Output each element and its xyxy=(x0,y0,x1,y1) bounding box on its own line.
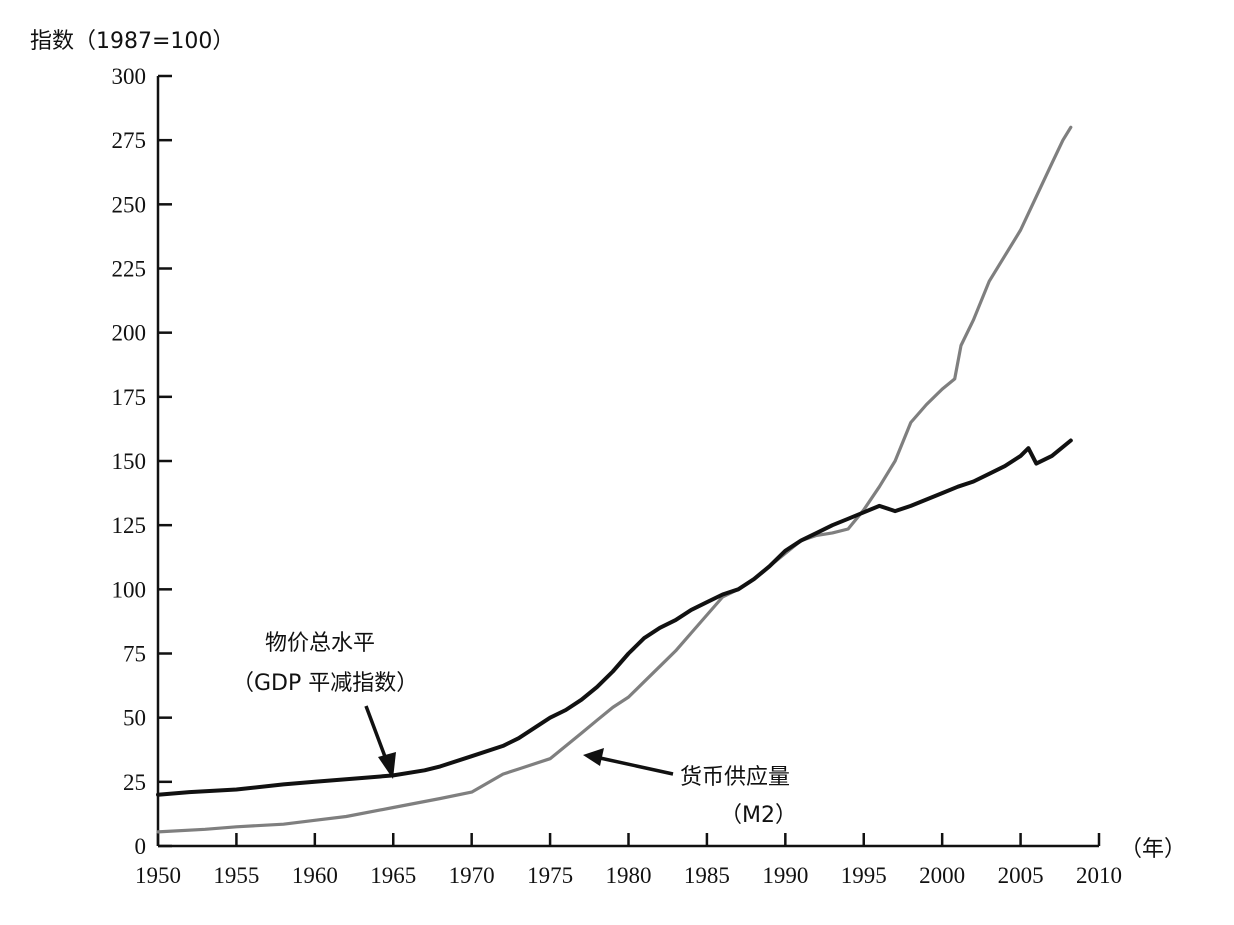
x-tick-label: 1950 xyxy=(135,863,181,888)
m2-label-line1: 货币供应量 xyxy=(680,765,790,790)
x-tick-label: 1955 xyxy=(213,863,259,888)
x-tick-label: 1995 xyxy=(841,863,887,888)
gdp-annotation-arrow xyxy=(364,705,396,779)
x-tick-label: 1975 xyxy=(527,863,573,888)
y-tick-label: 275 xyxy=(112,128,147,153)
y-axis-title: 指数（1987=100） xyxy=(30,29,234,54)
gdp-label-line1: 物价总水平 xyxy=(265,631,375,656)
axes xyxy=(156,76,1099,848)
y-tick-label: 225 xyxy=(112,257,147,282)
x-tick-label: 1960 xyxy=(292,863,338,888)
m2-label-line2: （M2） xyxy=(720,803,797,828)
x-tick-label: 1965 xyxy=(370,863,416,888)
m2-annotation-arrow xyxy=(583,748,674,776)
x-tick-label: 1985 xyxy=(684,863,730,888)
x-axis-title: （年） xyxy=(1120,837,1186,862)
x-tick-label: 1980 xyxy=(606,863,652,888)
y-tick-label: 175 xyxy=(112,385,147,410)
x-tick-label: 2000 xyxy=(919,863,965,888)
y-tick-label: 125 xyxy=(112,513,147,538)
y-tick-label: 75 xyxy=(123,642,146,667)
y-tick-label: 0 xyxy=(135,834,147,859)
x-axis-ticks: 1950 1955 1960 1965 1970 1975 1980 1985 1990 1995… xyxy=(135,833,1122,888)
y-tick-label: 50 xyxy=(123,706,146,731)
y-tick-label: 150 xyxy=(112,449,147,474)
y-tick-label: 250 xyxy=(112,192,147,217)
x-tick-label: 2010 xyxy=(1076,863,1122,888)
series-line-gdp xyxy=(156,438,1073,797)
gdp-label-line2: （GDP 平减指数） xyxy=(232,671,418,696)
y-tick-label: 200 xyxy=(112,321,147,346)
y-tick-label: 100 xyxy=(112,577,147,602)
x-tick-label: 1990 xyxy=(762,863,808,888)
series-lines xyxy=(156,125,1073,834)
y-tick-label: 300 xyxy=(112,64,147,89)
y-axis-ticks: 0 25 50 75 100 125 150 175 200 225 250 275 300 xyxy=(112,64,172,859)
series-line-m2 xyxy=(156,125,1073,834)
x-tick-label: 1970 xyxy=(449,863,495,888)
y-tick-label: 25 xyxy=(123,770,146,795)
x-tick-label: 2005 xyxy=(998,863,1044,888)
